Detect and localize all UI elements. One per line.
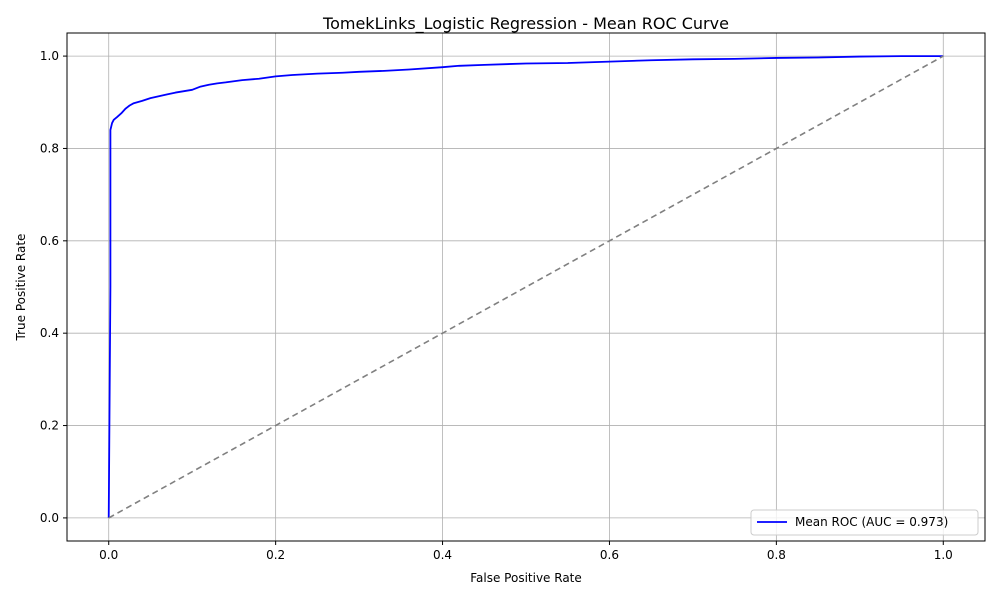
y-axis-label: True Positive Rate bbox=[14, 234, 28, 342]
y-tick-label: 0.8 bbox=[40, 141, 59, 155]
x-tick-label: 0.2 bbox=[266, 548, 285, 562]
chart-title: TomekLinks_Logistic Regression - Mean RO… bbox=[322, 14, 729, 34]
mean-roc-line bbox=[107, 55, 944, 518]
x-tick-label: 0.0 bbox=[99, 548, 118, 562]
legend-label-mean-roc: Mean ROC (AUC = 0.973) bbox=[795, 515, 948, 529]
x-tick-label: 1.0 bbox=[934, 548, 953, 562]
y-tick-label: 0.4 bbox=[40, 326, 59, 340]
x-axis-label: False Positive Rate bbox=[470, 571, 582, 585]
x-tick-label: 0.4 bbox=[433, 548, 452, 562]
y-tick-label: 0.0 bbox=[40, 511, 59, 525]
plot-frame bbox=[66, 32, 986, 542]
ticks: 0.0 0.2 0.4 0.6 0.8 1.0 0.0 0.2 0.4 0.6 0.8 1.0 bbox=[40, 49, 953, 562]
y-tick-label: 0.6 bbox=[40, 234, 59, 248]
legend-box bbox=[750, 509, 979, 536]
series-layer bbox=[107, 55, 944, 519]
legend: Mean ROC (AUC = 0.973) bbox=[750, 509, 979, 536]
chance-diagonal-line bbox=[108, 55, 944, 519]
y-tick-label: 1.0 bbox=[40, 49, 59, 63]
x-tick-label: 0.8 bbox=[767, 548, 786, 562]
y-tick-label: 0.2 bbox=[40, 419, 59, 433]
x-tick-label: 0.6 bbox=[600, 548, 619, 562]
